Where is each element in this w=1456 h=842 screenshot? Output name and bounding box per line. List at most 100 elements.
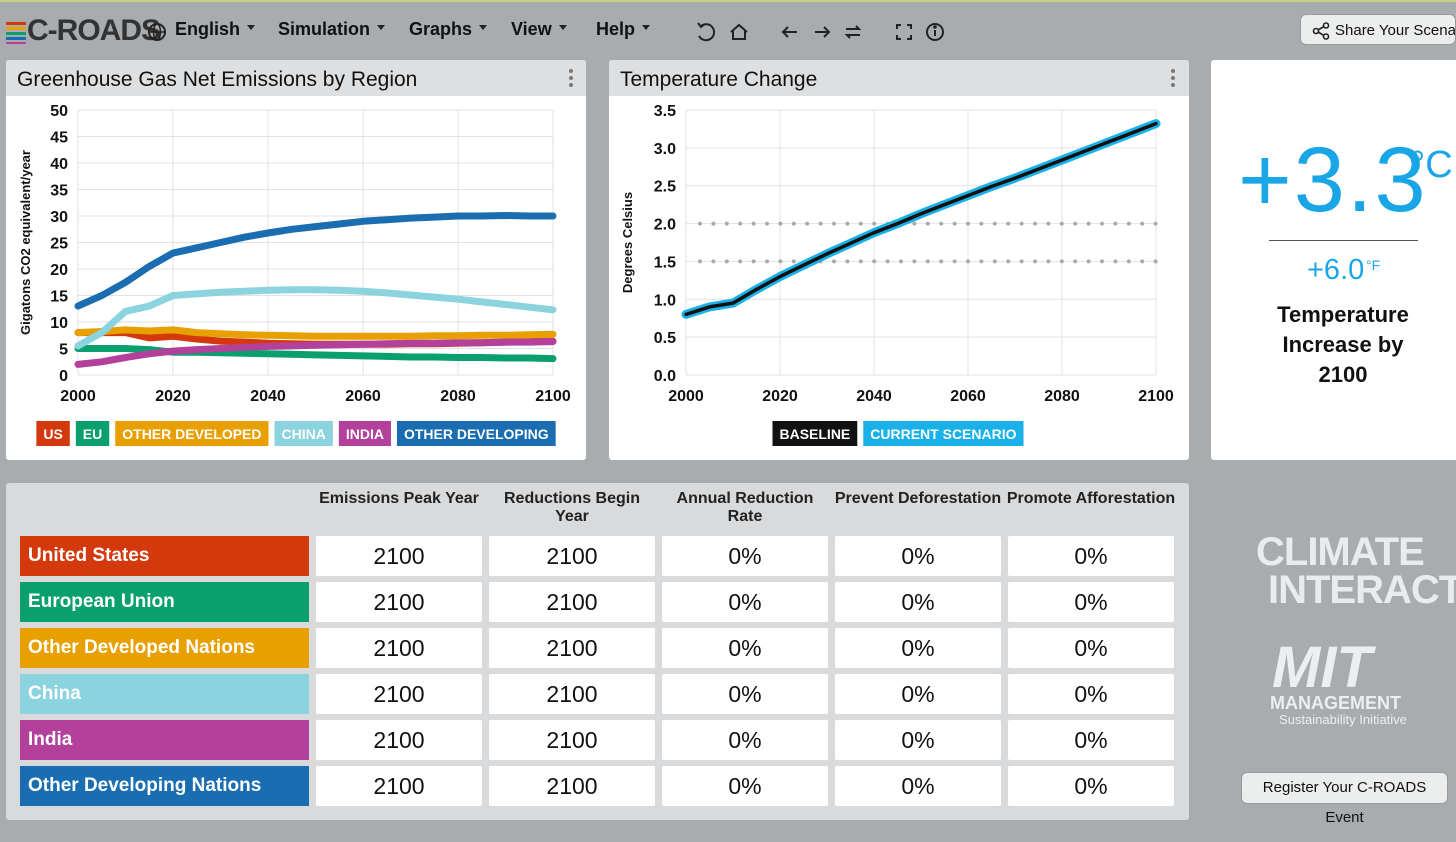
- legend-item[interactable]: CURRENT SCENARIO: [863, 421, 1024, 446]
- cell: 0%: [1008, 766, 1174, 806]
- x-tick-label: 2060: [950, 388, 986, 405]
- row-label: European Union: [20, 582, 309, 622]
- row-label: China: [20, 674, 309, 714]
- legend-swatch: [863, 421, 1024, 446]
- series-line: [74, 212, 557, 310]
- y-tick-label: 5: [59, 342, 68, 359]
- row-label: Other Developing Nations: [20, 766, 309, 806]
- row-label: Other Developed Nations: [20, 628, 309, 668]
- y-tick-label: 3.0: [654, 141, 676, 158]
- legend-label: INDIA: [346, 426, 384, 442]
- panel-menu-dot: [569, 83, 573, 87]
- cell: 2100: [489, 766, 655, 806]
- toolbar-icons[interactable]: [695, 20, 955, 44]
- y-tick-label: 2.0: [654, 217, 676, 234]
- legend-label: US: [43, 426, 62, 442]
- cell: 2100: [316, 582, 482, 622]
- cell: 2100: [316, 674, 482, 714]
- panel-menu-dot: [1171, 69, 1175, 73]
- menu-view[interactable]: View: [511, 19, 567, 40]
- menu-help[interactable]: Help: [596, 19, 650, 40]
- x-tick-label: 2080: [440, 388, 476, 405]
- x-tick-label: 2040: [250, 388, 286, 405]
- y-tick-label: 50: [50, 103, 68, 120]
- cell: 2100: [316, 766, 482, 806]
- cell: 0%: [835, 582, 1001, 622]
- legend-label: CURRENT SCENARIO: [870, 426, 1016, 442]
- readout-panel: [1211, 60, 1456, 460]
- legend-label: EU: [83, 426, 102, 442]
- cell: 2100: [316, 628, 482, 668]
- y-tick-label: 45: [50, 130, 68, 147]
- y-tick-label: 0.0: [654, 368, 676, 385]
- logo-management: MANAGEMENT: [1270, 693, 1401, 713]
- cell: 0%: [835, 628, 1001, 668]
- top-strip: [0, 0, 1456, 2]
- legend-swatch: [75, 421, 110, 446]
- x-tick-label: 2060: [345, 388, 381, 405]
- y-tick-label: 25: [50, 236, 68, 253]
- cell: 0%: [1008, 720, 1174, 760]
- row-label: United States: [20, 536, 309, 576]
- legend-item[interactable]: BASELINE: [772, 421, 858, 446]
- cell: 0%: [835, 674, 1001, 714]
- menu-graphs[interactable]: Graphs: [409, 19, 487, 40]
- cell: 2100: [489, 582, 655, 622]
- x-tick-label: 2020: [155, 388, 191, 405]
- readout-caption: Temperature Increase by 2100: [1277, 302, 1409, 387]
- cell: 0%: [1008, 674, 1174, 714]
- legend-item[interactable]: EU: [75, 421, 110, 446]
- panel-menu-dot: [569, 76, 573, 80]
- x-tick-label: 2020: [762, 388, 798, 405]
- y-tick-label: 40: [50, 156, 68, 173]
- chart-title: Greenhouse Gas Net Emissions by Region: [17, 68, 417, 91]
- legend-item[interactable]: CHINA: [274, 421, 333, 446]
- cell: 0%: [835, 766, 1001, 806]
- register-button[interactable]: Register Your C-ROADS Event: [1241, 772, 1448, 826]
- temp-fahrenheit: +6.0: [1307, 254, 1365, 286]
- y-tick-label: 2.5: [654, 179, 676, 196]
- temp-fahrenheit-unit: °F: [1366, 257, 1381, 273]
- logo-sustainability: Sustainability Initiative: [1279, 712, 1407, 727]
- menu-language[interactable]: English: [175, 19, 255, 40]
- legend-swatch: [396, 421, 556, 446]
- logo: C-ROADS: [27, 14, 161, 47]
- cell: 0%: [662, 674, 828, 714]
- column-header: Reductions Begin Year: [503, 490, 640, 525]
- logo-mit: MIT: [1272, 635, 1372, 700]
- x-tick-label: 2000: [60, 388, 96, 405]
- y-tick-label: 35: [50, 183, 68, 200]
- cell: 0%: [662, 766, 828, 806]
- column-header: Promote Afforestation: [1006, 490, 1176, 507]
- emissions-panel: [6, 60, 586, 460]
- series-line: [684, 121, 1158, 317]
- legend-item[interactable]: INDIA: [338, 421, 391, 446]
- menu-simulation[interactable]: Simulation: [278, 19, 385, 40]
- temp-celsius: +3.3: [1238, 129, 1428, 231]
- panel-header: [609, 60, 1189, 96]
- y-tick-label: 10: [50, 315, 68, 332]
- cell: 2100: [489, 628, 655, 668]
- legend-label: OTHER DEVELOPED: [122, 426, 261, 442]
- legend-item[interactable]: US: [36, 421, 70, 446]
- temperature-panel: [609, 60, 1189, 460]
- cell: 0%: [662, 536, 828, 576]
- cell: 0%: [662, 628, 828, 668]
- y-tick-label: 15: [50, 289, 68, 306]
- legend-swatch: [274, 421, 333, 446]
- cell: 2100: [489, 674, 655, 714]
- legend-item[interactable]: OTHER DEVELOPED: [115, 421, 269, 446]
- legend-swatch: [36, 421, 70, 446]
- share-button[interactable]: Share Your Scenario: [1300, 14, 1456, 45]
- legend-item[interactable]: OTHER DEVELOPING: [396, 421, 556, 446]
- y-axis-label: Gigatons CO2 equivalent/year: [18, 150, 33, 335]
- row-label: India: [20, 720, 309, 760]
- share-label: Share Your Scenario: [1335, 22, 1456, 39]
- legend-swatch: [338, 421, 391, 446]
- y-tick-label: 20: [50, 262, 68, 279]
- panel-menu-dot: [1171, 76, 1175, 80]
- y-axis-label: Degrees Celsius: [620, 192, 635, 293]
- cell: 2100: [316, 536, 482, 576]
- series-line: [74, 286, 557, 350]
- legend-swatch: [772, 421, 858, 446]
